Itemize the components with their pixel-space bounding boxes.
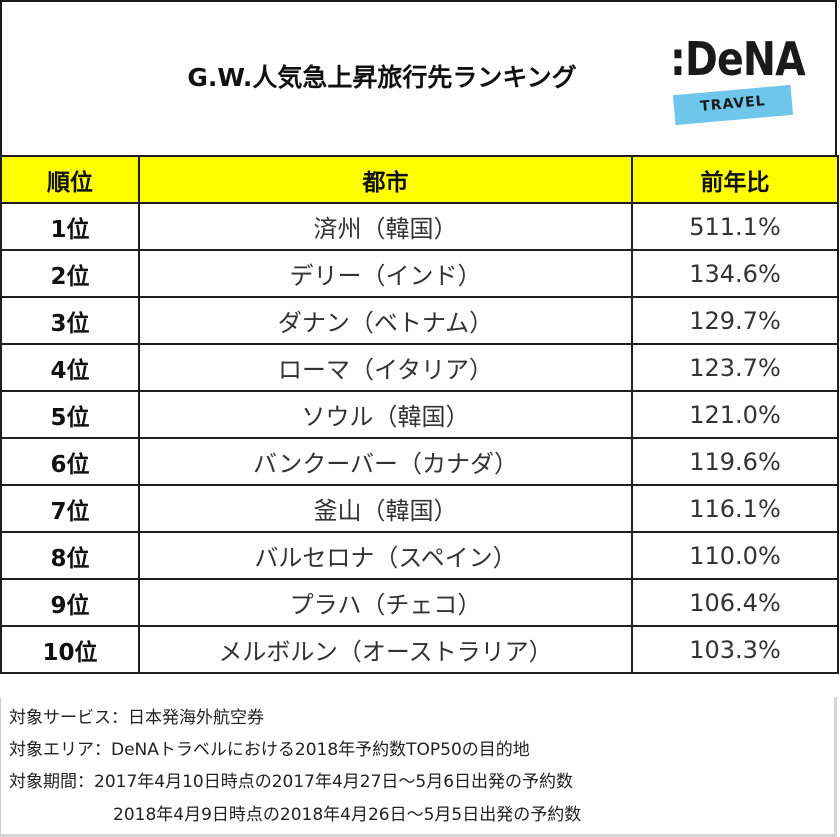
city-cell: バルセロナ（スペイン） <box>138 531 633 580</box>
rank-cell: 2位 <box>0 249 140 298</box>
ratio-cell: 119.6% <box>631 437 839 486</box>
footnotes: 対象サービス：日本発海外航空券 対象エリア：DeNAトラベルにおける2018年予… <box>0 697 837 837</box>
ratio-cell: 511.1% <box>631 202 839 251</box>
ratio-cell: 123.7% <box>631 343 839 392</box>
dena-travel-logo: :DeNA TRAVEL <box>662 32 806 132</box>
city-cell: ソウル（韓国） <box>138 390 633 439</box>
table-row: 7位 釜山（韓国） 116.1% <box>0 484 839 533</box>
city-cell: 釜山（韓国） <box>138 484 633 533</box>
logo-band: TRAVEL <box>672 84 794 126</box>
ratio-cell: 121.0% <box>631 390 839 439</box>
note-area: 対象エリア：DeNAトラベルにおける2018年予約数TOP50の目的地 <box>9 740 530 760</box>
ratio-cell: 134.6% <box>631 249 839 298</box>
ratio-cell: 106.4% <box>631 578 839 627</box>
table-row: 2位 デリー（インド） 134.6% <box>0 249 839 298</box>
rank-cell: 1位 <box>0 202 140 251</box>
table-row: 9位 プラハ（チェコ） 106.4% <box>0 578 839 627</box>
table-row: 5位 ソウル（韓国） 121.0% <box>0 390 839 439</box>
table-row: 10位 メルボルン（オーストラリア） 103.3% <box>0 625 839 674</box>
note-period-continued: 2018年4月9日時点の2018年4月26日～5月5日出発の予約数 <box>113 805 582 825</box>
page-title: G.W.人気急上昇旅行先ランキング <box>187 63 577 92</box>
title-area: G.W.人気急上昇旅行先ランキング :DeNA TRAVEL <box>0 0 837 157</box>
note-period: 対象期間：2017年4月10日時点の2017年4月27日～5月6日出発の予約数 <box>9 772 574 792</box>
note-service: 対象サービス：日本発海外航空券 <box>9 708 264 728</box>
ratio-cell: 110.0% <box>631 531 839 580</box>
ratio-cell: 116.1% <box>631 484 839 533</box>
table-row: 4位 ローマ（イタリア） 123.7% <box>0 343 839 392</box>
city-cell: ダナン（ベトナム） <box>138 296 633 345</box>
rank-cell: 6位 <box>0 437 140 486</box>
city-cell: デリー（インド） <box>138 249 633 298</box>
city-cell: 済州（韓国） <box>138 202 633 251</box>
table-row: 6位 バンクーバー（カナダ） 119.6% <box>0 437 839 486</box>
rank-cell: 4位 <box>0 343 140 392</box>
rank-cell: 7位 <box>0 484 140 533</box>
ranking-table: 順位 都市 前年比 1位 済州（韓国） 511.1% 2位 デリー（インド） 1… <box>0 155 839 674</box>
logo-brand-text: :DeNA <box>670 32 806 86</box>
ratio-cell: 103.3% <box>631 625 839 674</box>
table-header-row: 順位 都市 前年比 <box>0 155 839 204</box>
table-row: 1位 済州（韓国） 511.1% <box>0 202 839 251</box>
city-cell: バンクーバー（カナダ） <box>138 437 633 486</box>
table-row: 3位 ダナン（ベトナム） 129.7% <box>0 296 839 345</box>
rank-cell: 10位 <box>0 625 140 674</box>
city-cell: プラハ（チェコ） <box>138 578 633 627</box>
column-header-city: 都市 <box>138 155 633 204</box>
table-row: 8位 バルセロナ（スペイン） 110.0% <box>0 531 839 580</box>
rank-cell: 8位 <box>0 531 140 580</box>
ratio-cell: 129.7% <box>631 296 839 345</box>
city-cell: メルボルン（オーストラリア） <box>138 625 633 674</box>
city-cell: ローマ（イタリア） <box>138 343 633 392</box>
logo-sub-text: TRAVEL <box>699 93 767 115</box>
rank-cell: 3位 <box>0 296 140 345</box>
column-header-ratio: 前年比 <box>631 155 839 204</box>
column-header-rank: 順位 <box>0 155 140 204</box>
rank-cell: 5位 <box>0 390 140 439</box>
rank-cell: 9位 <box>0 578 140 627</box>
